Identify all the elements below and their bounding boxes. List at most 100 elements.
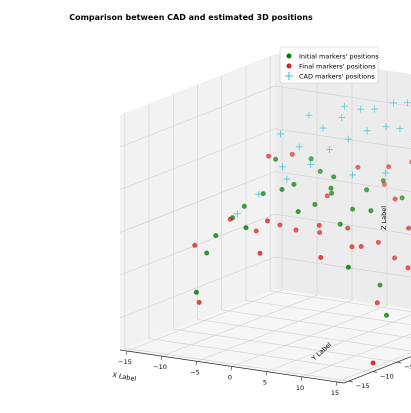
- cad-marker-point: [382, 123, 390, 131]
- final-marker-point: [318, 255, 324, 260]
- initial-marker-point: [328, 185, 334, 191]
- final-marker-point: [324, 193, 330, 199]
- cad-marker-point: [305, 111, 313, 119]
- x-tick-mark: [335, 381, 338, 387]
- initial-marker-point: [241, 203, 247, 209]
- x-tick-label: −15: [118, 358, 132, 366]
- final-marker-point: [257, 250, 263, 256]
- cad-marker-point: [363, 127, 371, 135]
- legend-initial-marker: [286, 53, 292, 59]
- data-points: [192, 99, 411, 366]
- y-tick-mark: [372, 371, 378, 373]
- initial-marker-point: [350, 206, 356, 212]
- legend-final-marker: [286, 63, 292, 69]
- grid-line: [270, 290, 411, 312]
- final-marker-point: [375, 239, 381, 245]
- cad-marker-point: [325, 146, 333, 154]
- legend-label: CAD markers' positions: [299, 72, 375, 80]
- initial-marker-point: [331, 174, 337, 180]
- grid-line: [274, 85, 411, 107]
- z-axis-label: Z Label: [380, 206, 388, 230]
- y-axis-line: [343, 356, 411, 384]
- final-marker-point: [289, 151, 295, 157]
- initial-marker-point: [377, 282, 383, 288]
- y-tick-label: −10: [380, 373, 394, 381]
- final-marker-point: [277, 222, 283, 228]
- y-tick-label: −5: [404, 363, 411, 371]
- final-marker-point: [227, 216, 233, 222]
- final-marker-point: [386, 164, 392, 170]
- x-tick-mark: [300, 376, 303, 381]
- initial-marker-point: [213, 233, 219, 239]
- final-marker-point: [392, 196, 398, 202]
- final-marker-point: [358, 244, 364, 249]
- grid-line: [119, 256, 276, 319]
- grid-line: [336, 352, 411, 383]
- initial-marker-point: [329, 190, 335, 196]
- initial-marker-point: [273, 156, 279, 162]
- grid-line: [274, 128, 411, 150]
- cad-marker-point: [389, 99, 397, 107]
- initial-marker-point: [308, 156, 314, 162]
- cad-marker-point: [381, 169, 389, 177]
- final-marker-point: [381, 181, 387, 187]
- cad-marker-point: [279, 163, 287, 171]
- y-tick-label: −15: [356, 382, 370, 390]
- initial-marker-point: [337, 221, 343, 227]
- grid-line: [149, 338, 374, 372]
- legend: Initial markers' positions Final markers'…: [279, 46, 379, 84]
- initial-marker-point: [243, 225, 249, 231]
- final-marker-point: [196, 299, 202, 305]
- x-tick-label: 10: [296, 384, 304, 392]
- grid-line: [274, 213, 411, 235]
- cad-marker-point: [255, 190, 263, 198]
- initial-marker-point: [193, 289, 199, 295]
- final-marker-point: [317, 230, 323, 235]
- cad-marker-point: [357, 105, 365, 113]
- x-tick-label: 15: [331, 389, 339, 397]
- initial-marker-point: [317, 168, 323, 174]
- initial-marker-point: [295, 209, 301, 215]
- grid-line: [274, 256, 411, 278]
- final-marker-point: [355, 164, 361, 170]
- legend-label: Final markers' positions: [299, 62, 376, 70]
- initial-marker-point: [312, 202, 318, 207]
- final-marker-point: [265, 218, 270, 224]
- x-tick-mark: [160, 356, 163, 361]
- grid-line: [274, 171, 411, 192]
- legend-label: Initial markers' positions: [299, 52, 379, 60]
- final-marker-point: [266, 153, 272, 159]
- initial-marker-point: [399, 195, 405, 201]
- x-tick-mark: [195, 361, 198, 366]
- grid-line: [124, 347, 349, 382]
- grid-line: [197, 319, 411, 352]
- cad-marker-point: [283, 175, 291, 183]
- final-marker-point: [349, 244, 355, 250]
- axes-panes: [120, 54, 411, 383]
- final-marker-point: [192, 242, 198, 248]
- initial-marker-point: [291, 181, 297, 187]
- cad-marker-point: [233, 210, 241, 218]
- axes-grid: [119, 55, 411, 383]
- initial-marker-point: [364, 187, 370, 193]
- cad-marker-point: [349, 171, 357, 179]
- cad-marker-point: [338, 114, 346, 122]
- cad-marker-point: [396, 125, 404, 133]
- final-marker-point: [316, 222, 322, 228]
- grid-line: [119, 85, 276, 148]
- cad-marker-point: [403, 99, 411, 107]
- y-tick-mark: [348, 380, 353, 383]
- grid-line: [119, 213, 276, 276]
- initial-marker-point: [260, 191, 266, 197]
- final-marker-point: [406, 225, 411, 231]
- pane-back: [275, 54, 411, 310]
- x-axis-label: X Label: [112, 371, 137, 383]
- final-marker-point: [293, 227, 299, 233]
- cad-marker-point: [344, 135, 352, 143]
- grid-line: [245, 300, 411, 326]
- initial-marker-point: [384, 312, 389, 318]
- cad-marker-point: [371, 105, 379, 113]
- initial-marker-point: [345, 264, 351, 270]
